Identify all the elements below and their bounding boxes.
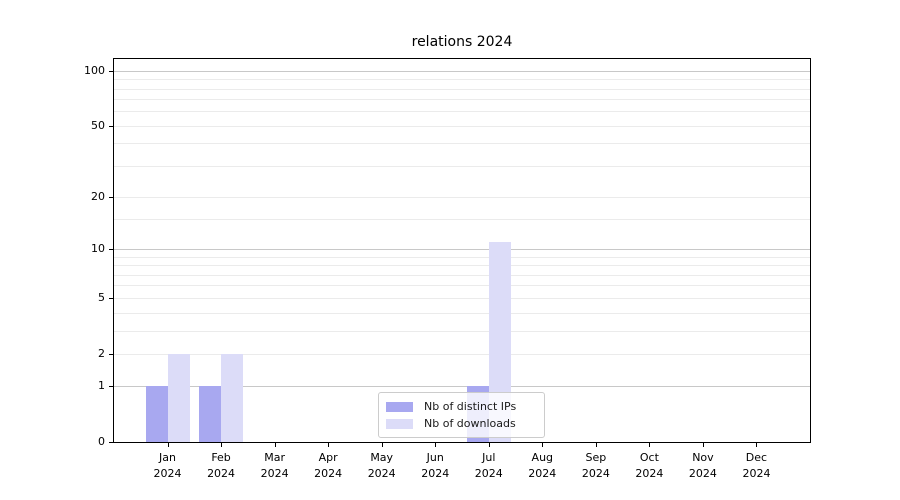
x-tick-mark (756, 443, 758, 447)
legend-swatch-distinct-ips (386, 401, 413, 412)
gridline-minor (114, 219, 810, 220)
gridline-major (114, 386, 810, 388)
x-tick-month: Jun (426, 451, 444, 464)
x-tick-label: Oct 2024 (619, 450, 679, 482)
x-tick-month: Mar (264, 451, 285, 464)
x-tick-label: Feb 2024 (191, 450, 251, 482)
bar-distinct-ips (145, 386, 168, 442)
plot-area: Nb of distinct IPs Nb of downloads (113, 58, 811, 443)
x-tick-year: 2024 (153, 467, 182, 480)
y-tick-mark (109, 297, 113, 299)
gridline-minor (114, 165, 810, 167)
x-tick-label: Nov 2024 (673, 450, 733, 482)
x-tick-year: 2024 (528, 467, 557, 480)
bar-downloads (221, 353, 244, 442)
x-tick-month: Jan (159, 451, 177, 464)
legend-label-downloads: Nb of downloads (424, 417, 516, 430)
x-tick-year: 2024 (474, 467, 503, 480)
gridline-labeled (114, 197, 810, 199)
x-tick-label: Sep 2024 (566, 450, 626, 482)
gridline-labeled (114, 125, 810, 127)
x-tick-label: Jul 2024 (459, 450, 519, 482)
gridline-minor (114, 285, 810, 287)
bar-downloads (167, 353, 190, 442)
gridline-minor (114, 88, 810, 90)
x-tick-month: Nov (692, 451, 714, 464)
x-tick-year: 2024 (314, 467, 343, 480)
x-tick-month: Sep (585, 451, 607, 464)
y-tick-label: 100 (84, 63, 105, 77)
y-tick-mark (109, 249, 113, 251)
x-tick-mark (435, 443, 437, 447)
legend-swatch-downloads (386, 418, 413, 429)
gridline-minor (114, 274, 810, 276)
y-tick-label: 1 (98, 379, 105, 393)
x-tick-mark (649, 443, 651, 447)
x-tick-label: Dec 2024 (726, 450, 786, 482)
bar-distinct-ips (199, 386, 222, 442)
x-tick-label: Mar 2024 (245, 450, 305, 482)
gridline-minor (114, 330, 810, 332)
x-tick-mark (167, 443, 169, 447)
x-tick-mark (221, 443, 223, 447)
gridline-major (114, 249, 810, 251)
gridline-minor (114, 143, 810, 145)
x-tick-year: 2024 (742, 467, 771, 480)
x-tick-month: May (370, 451, 394, 464)
x-tick-month: Oct (639, 451, 659, 464)
y-tick-mark (109, 197, 113, 199)
x-tick-mark (542, 443, 544, 447)
x-tick-year: 2024 (635, 467, 664, 480)
x-tick-year: 2024 (421, 467, 450, 480)
x-tick-mark (702, 443, 704, 447)
gridline-labeled (114, 353, 810, 355)
y-tick-label: 5 (98, 290, 105, 304)
x-tick-label: Jun 2024 (405, 450, 465, 482)
x-tick-year: 2024 (688, 467, 717, 480)
legend-label-distinct-ips: Nb of distinct IPs (424, 400, 517, 413)
gridline-major (114, 70, 810, 72)
y-tick-label: 10 (91, 242, 105, 256)
x-tick-year: 2024 (260, 467, 289, 480)
legend: Nb of distinct IPs Nb of downloads (378, 392, 545, 438)
x-tick-mark (328, 443, 330, 447)
gridline-minor (114, 265, 810, 267)
legend-item-downloads: Nb of downloads (386, 415, 536, 432)
gridline-minor (114, 111, 810, 113)
x-tick-mark (381, 443, 383, 447)
y-tick-mark (109, 353, 113, 355)
gridline-minor (114, 99, 810, 101)
x-tick-month: Jul (482, 451, 496, 464)
legend-item-distinct-ips: Nb of distinct IPs (386, 398, 536, 415)
x-tick-label: Aug 2024 (512, 450, 572, 482)
y-tick-mark (109, 442, 113, 443)
x-tick-mark (274, 443, 276, 447)
x-tick-label: Apr 2024 (298, 450, 358, 482)
x-tick-month: Feb (211, 451, 231, 464)
x-tick-label: Jan 2024 (138, 450, 198, 482)
gridline-minor (114, 79, 810, 81)
y-tick-label: 20 (91, 190, 105, 204)
x-tick-mark (488, 443, 490, 447)
y-tick-label: 50 (91, 118, 105, 132)
x-tick-year: 2024 (207, 467, 236, 480)
y-tick-label: 2 (98, 346, 105, 360)
gridline-labeled (114, 297, 810, 299)
x-tick-mark (595, 443, 597, 447)
x-tick-year: 2024 (581, 467, 610, 480)
x-tick-month: Aug (531, 451, 554, 464)
gridline-minor (114, 312, 810, 314)
y-tick-label: 0 (98, 435, 105, 448)
y-tick-mark (109, 70, 113, 72)
x-tick-month: Apr (318, 451, 338, 464)
x-tick-month: Dec (745, 451, 768, 464)
x-tick-label: May 2024 (352, 450, 412, 482)
chart-title: relations 2024 (411, 34, 513, 50)
y-tick-mark (109, 125, 113, 127)
y-tick-mark (109, 386, 113, 388)
x-tick-year: 2024 (367, 467, 396, 480)
gridline-minor (114, 256, 810, 258)
